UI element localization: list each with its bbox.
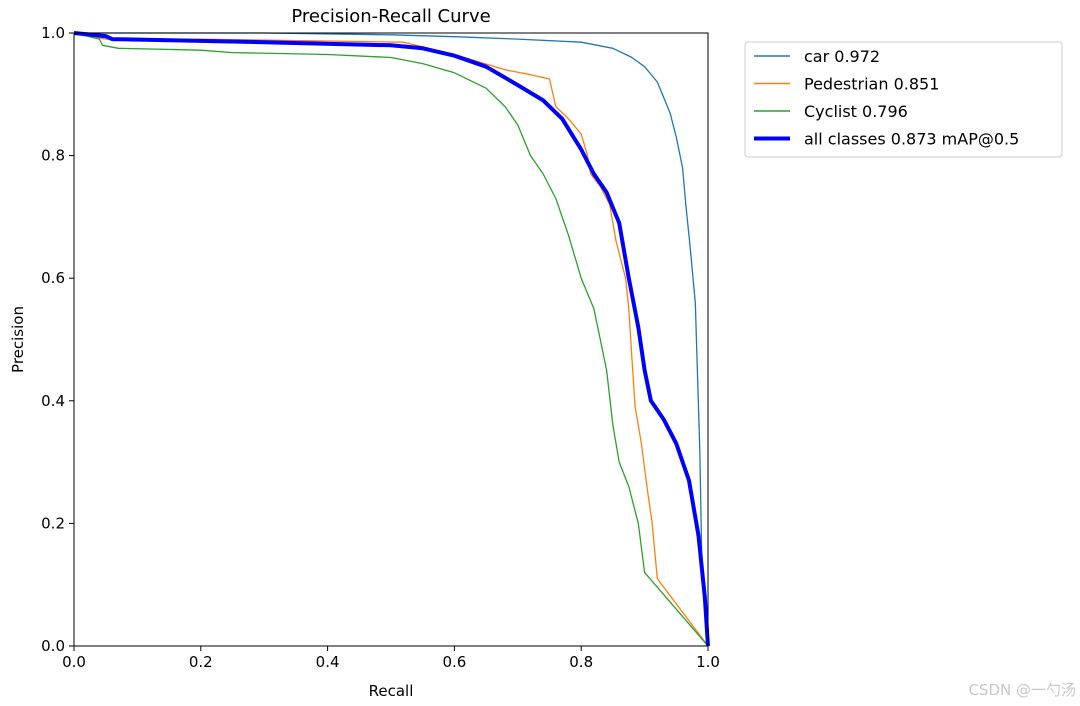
series-line-0 <box>74 32 709 647</box>
series-line-1 <box>73 32 709 647</box>
y-tick-label: 0.4 <box>41 392 65 410</box>
y-tick-label: 0.0 <box>41 637 65 655</box>
x-axis-label: Recall <box>369 682 414 700</box>
x-tick-label: 0.2 <box>189 653 213 671</box>
legend-box <box>744 41 1063 158</box>
x-tick-label: 0.8 <box>569 653 593 671</box>
y-tick-label: 1.0 <box>41 24 65 42</box>
legend-label-3: all classes 0.873 mAP@0.5 <box>804 130 1019 149</box>
series-line-2 <box>73 32 709 647</box>
plot-frame <box>73 32 709 647</box>
x-tick-label: 0.4 <box>316 653 340 671</box>
x-tick-label: 1.0 <box>696 653 720 671</box>
watermark: CSDN @一勺汤 <box>968 681 1076 699</box>
y-axis-label: Precision <box>9 306 27 373</box>
legend-label-0: car 0.972 <box>804 47 880 66</box>
legend-label-2: Cyclist 0.796 <box>804 102 908 121</box>
y-tick-label: 0.6 <box>41 269 65 287</box>
y-tick-label: 0.2 <box>41 514 65 532</box>
y-tick-label: 0.8 <box>41 147 65 165</box>
legend-label-1: Pedestrian 0.851 <box>804 75 939 94</box>
x-tick-label: 0.6 <box>442 653 466 671</box>
x-tick-label: 0.0 <box>62 653 86 671</box>
series-line-3 <box>73 31 710 647</box>
chart-title: Precision-Recall Curve <box>291 6 490 27</box>
